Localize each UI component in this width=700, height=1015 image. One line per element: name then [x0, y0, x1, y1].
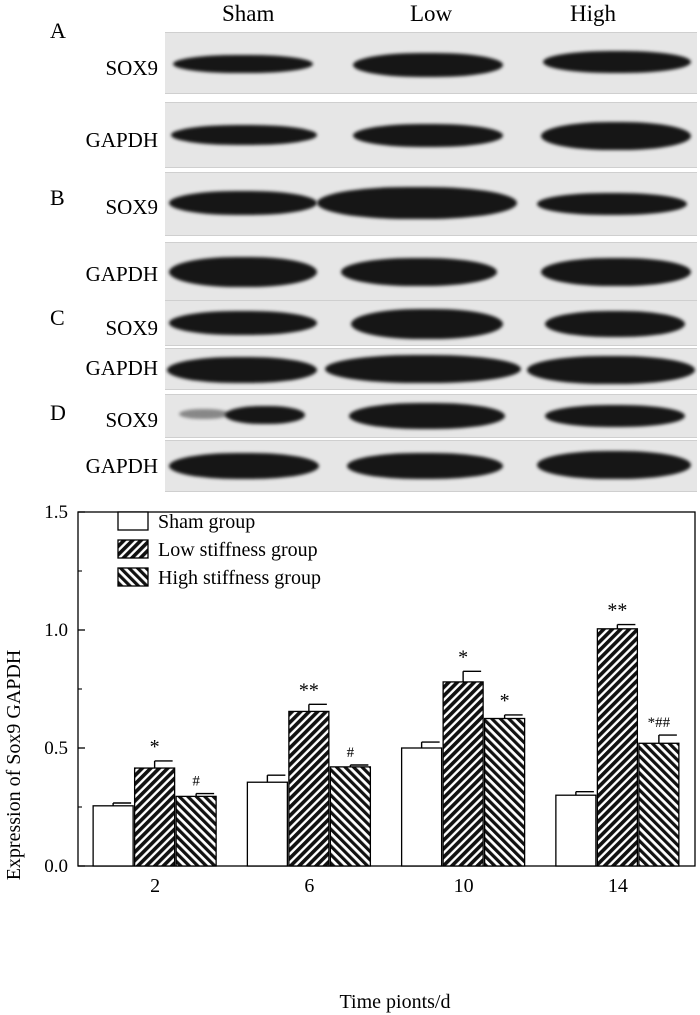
western-blot-panel: Sham Low High A B C D SOX9 GAPDH SOX9 GA…	[0, 0, 700, 495]
y-tick-label: 0.0	[44, 856, 68, 877]
band	[541, 258, 691, 286]
panel-letter-a: A	[50, 18, 66, 43]
blot-strip-gapdh-d	[165, 440, 697, 492]
band	[173, 55, 313, 73]
band	[171, 125, 317, 145]
blot-strip-sox9-b	[165, 172, 697, 236]
blot-strip-gapdh-c	[165, 348, 697, 390]
bar-low	[133, 767, 176, 867]
blot-strip-gapdh-a	[165, 102, 697, 168]
band	[341, 258, 497, 286]
band	[349, 403, 505, 429]
band	[325, 355, 521, 383]
bar-chart: 0.00.51.01.52 6 10 14 *#**#*****## Sham gro…	[3, 502, 696, 1013]
row-label-gapdh-d: GAPDH	[85, 454, 158, 478]
y-tick-label: 0.5	[44, 738, 68, 759]
bar-sham	[92, 805, 134, 867]
blot-strip-gapdh-b	[165, 242, 697, 304]
legend-label: Sham group	[158, 511, 255, 533]
band	[169, 453, 319, 479]
row-label-sox9-c: SOX9	[105, 316, 158, 340]
legend-swatch	[117, 567, 149, 587]
band	[347, 453, 503, 479]
significance-mark: #	[192, 774, 200, 790]
legend-label: Low stiffness group	[158, 539, 318, 561]
bar-high	[329, 766, 372, 867]
blot-strip-sox9-a	[165, 32, 697, 94]
x-tick-label: 2	[150, 875, 160, 897]
y-axis-label: Expression of Sox9 GAPDH	[3, 650, 25, 881]
significance-mark: **	[299, 679, 319, 701]
y-tick-label: 1.5	[44, 502, 68, 523]
bar-sham	[555, 794, 597, 867]
bar-high	[175, 795, 217, 867]
panel-letter-b: B	[50, 185, 65, 210]
bar-sham	[246, 781, 289, 867]
y-tick-label: 1.0	[44, 620, 68, 641]
x-tick-label: 6	[304, 875, 314, 897]
significance-mark: *	[500, 690, 510, 712]
legend-label: High stiffness group	[158, 567, 321, 589]
x-axis-label: Time pionts/d	[340, 991, 451, 1013]
band	[225, 406, 305, 424]
band	[541, 122, 691, 150]
band	[537, 193, 687, 215]
band	[545, 311, 685, 337]
legend-swatch	[117, 539, 149, 559]
band	[353, 53, 503, 77]
band	[167, 357, 317, 383]
row-label-sox9-a: SOX9	[105, 56, 158, 80]
band	[545, 405, 685, 427]
bar-low	[596, 628, 639, 867]
row-label-gapdh-b: GAPDH	[85, 262, 158, 286]
bar-high	[638, 742, 680, 867]
legend-swatch	[117, 511, 149, 531]
band	[179, 409, 229, 419]
band	[543, 51, 691, 73]
bar-high	[483, 717, 526, 867]
bar-low	[288, 710, 330, 867]
band	[351, 309, 503, 339]
row-label-sox9-d: SOX9	[105, 408, 158, 432]
row-label-gapdh-a: GAPDH	[85, 128, 158, 152]
band	[527, 356, 695, 384]
row-label-gapdh-c: GAPDH	[85, 356, 158, 380]
band	[169, 257, 317, 287]
significance-mark: **	[607, 600, 627, 622]
lane-header-sham: Sham	[222, 1, 275, 26]
panel-letter-d: D	[50, 400, 66, 425]
significance-mark: #	[347, 745, 355, 761]
bar-low	[442, 681, 484, 867]
lane-header-low: Low	[410, 1, 453, 26]
band	[317, 187, 517, 219]
band	[537, 451, 691, 479]
panel-letter-c: C	[50, 305, 65, 330]
blot-strip-sox9-c	[165, 300, 697, 346]
x-tick-label: 14	[608, 875, 628, 897]
blot-strip-sox9-d	[165, 394, 697, 438]
band	[169, 191, 317, 215]
band	[169, 311, 317, 335]
significance-mark: *##	[648, 715, 671, 731]
x-tick-label: 10	[454, 875, 474, 897]
bar-sham	[400, 747, 443, 867]
significance-mark: *	[458, 646, 468, 668]
band	[353, 124, 503, 147]
significance-mark: *	[150, 736, 160, 758]
row-label-sox9-b: SOX9	[105, 195, 158, 219]
lane-header-high: High	[570, 1, 616, 26]
